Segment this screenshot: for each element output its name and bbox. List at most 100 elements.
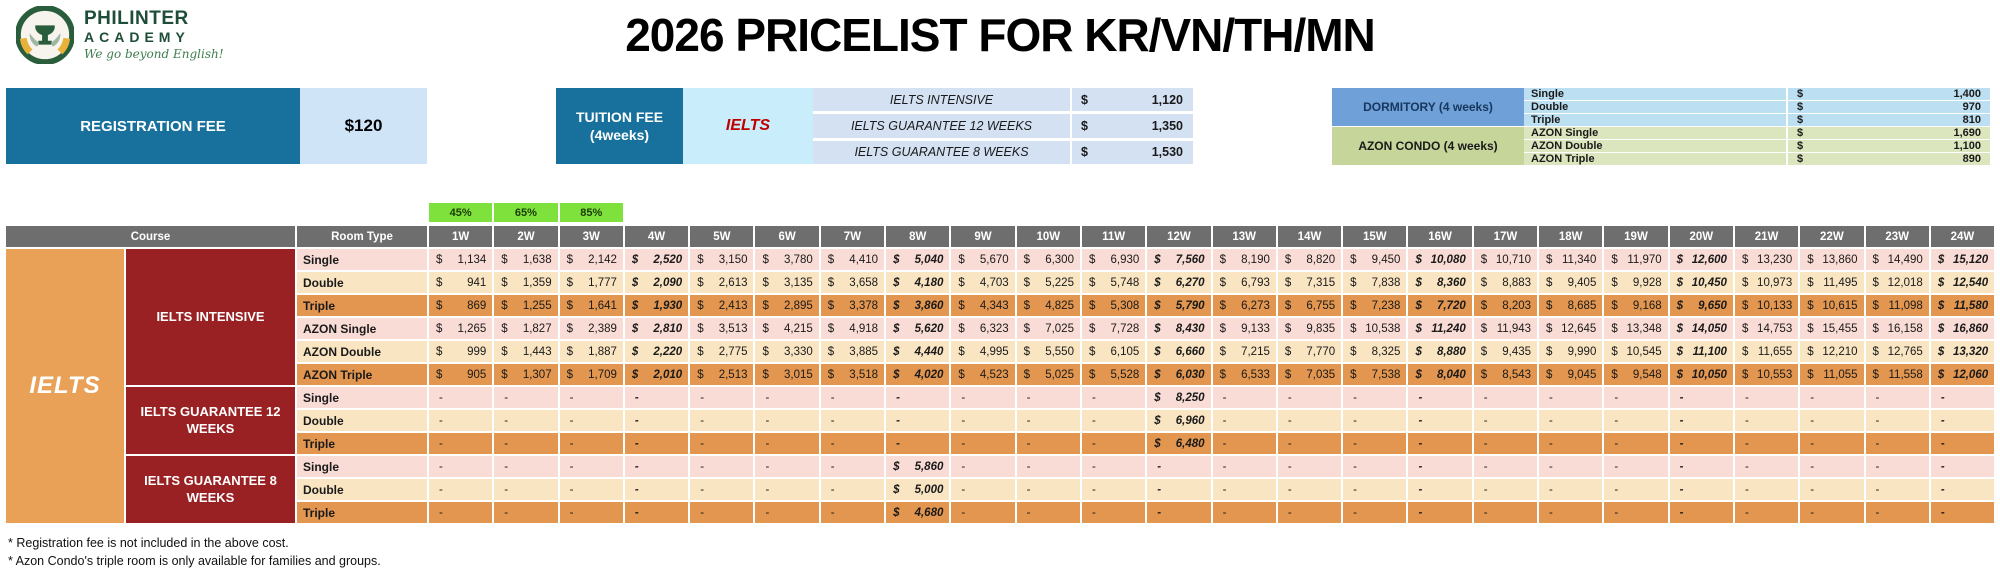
price-cell: $3,330 (755, 341, 819, 362)
price-value: 14,753 (1757, 322, 1793, 335)
price-cell: $1,641 (559, 295, 623, 316)
price-value: 6,030 (1175, 368, 1205, 381)
price-value: 8,820 (1306, 253, 1336, 266)
currency-symbol: $ (1154, 368, 1161, 381)
currency-symbol: $ (1872, 253, 1879, 266)
empty-cell: - (1539, 410, 1603, 431)
empty-cell: - (1277, 456, 1342, 477)
price-cell: $3,015 (755, 364, 819, 385)
price-value: 8,040 (1436, 368, 1466, 381)
accommodation-row: AZON Triple $890 (1524, 153, 1990, 165)
currency-symbol: $ (1741, 345, 1749, 358)
accommodation-row: AZON Double $1,100 (1524, 140, 1990, 152)
currency-symbol: $ (762, 276, 769, 289)
room-type-cell: Triple (297, 295, 427, 316)
currency-symbol: $ (762, 299, 769, 312)
tuition-amount: 1,350 (1151, 118, 1183, 133)
empty-cell: - (494, 456, 558, 477)
empty-cell: - (1800, 502, 1864, 523)
price-cell: $8,360 (1408, 272, 1472, 293)
currency-symbol: $ (1154, 345, 1161, 358)
currency-symbol: $ (1088, 276, 1096, 289)
price-value: 1,641 (588, 299, 617, 312)
price-cell: $1,134 (429, 249, 493, 270)
currency-symbol: $ (1872, 368, 1879, 381)
price-value: 6,105 (1110, 345, 1140, 358)
price-value: 4,440 (914, 345, 944, 358)
currency-symbol: $ (1611, 368, 1618, 381)
empty-cell: - (1343, 410, 1407, 431)
empty-cell: - (1473, 456, 1538, 477)
week-header: 2W (494, 226, 558, 247)
week-header: 24W (1930, 226, 1995, 247)
price-value: 5,000 (914, 483, 944, 496)
currency-symbol: $ (893, 299, 900, 312)
currency-symbol: $ (827, 299, 835, 312)
empty-cell: - (951, 479, 1015, 500)
empty-cell: - (1016, 456, 1080, 477)
empty-cell: - (690, 479, 754, 500)
currency-symbol: $ (436, 299, 443, 312)
price-cell: $6,755 (1277, 295, 1342, 316)
price-cell: $2,413 (690, 295, 754, 316)
week-header: 20W (1669, 226, 1733, 247)
currency-symbol: $ (893, 506, 900, 519)
empty-cell: - (494, 387, 558, 408)
week-header: 3W (559, 226, 623, 247)
room-type-cell: Single (297, 387, 427, 408)
empty-cell: - (1473, 410, 1538, 431)
price-value: 4,215 (784, 322, 813, 335)
price-cell: $4,995 (951, 341, 1015, 362)
currency-symbol: $ (1088, 368, 1096, 381)
currency-symbol: $ (697, 276, 704, 289)
price-cell: $9,435 (1473, 341, 1538, 362)
price-value: 7,770 (1306, 345, 1336, 358)
price-cell: $941 (429, 272, 493, 293)
price-value: 1,134 (457, 253, 487, 266)
empty-cell: - (886, 410, 950, 431)
currency-symbol: $ (1937, 253, 1945, 266)
tuition-amount: 1,120 (1151, 92, 1183, 107)
room-type-cell: Double (297, 272, 427, 293)
price-cell: $7,238 (1343, 295, 1407, 316)
price-cell: $12,060 (1930, 364, 1995, 385)
price-cell: $905 (429, 364, 493, 385)
price-value: 11,098 (1888, 299, 1923, 312)
price-value: 4,343 (979, 299, 1009, 312)
empty-cell: - (429, 410, 493, 431)
empty-cell: - (1734, 433, 1799, 454)
currency-symbol: $ (566, 345, 573, 358)
price-cell: $9,168 (1604, 295, 1668, 316)
price-cell: $14,050 (1669, 318, 1733, 339)
currency-symbol: $ (1741, 253, 1749, 266)
currency-symbol: $ (1480, 276, 1488, 289)
price-cell: $10,973 (1734, 272, 1799, 293)
accommodation-group-label: DORMITORY (4 weeks) (1332, 88, 1524, 126)
currency-symbol: $ (1937, 276, 1945, 289)
price-value: 5,550 (1045, 345, 1074, 358)
price-cell: $10,050 (1669, 364, 1733, 385)
tuition-course-name: IELTS GUARANTEE 12 WEEKS (813, 114, 1070, 138)
accommodation-room-name: Double (1524, 101, 1786, 113)
currency-symbol: $ (1546, 299, 1553, 312)
empty-cell: - (1930, 410, 1995, 431)
price-value: 11,558 (1888, 368, 1923, 381)
accommodation-room-name: Single (1524, 88, 1786, 100)
price-cell: $7,035 (1277, 364, 1342, 385)
pricing-table: Course Room Type 1W 2W 3W 4W 5W 6W 7W 8W 9W 10W 11W 1… (6, 226, 1995, 523)
currency-symbol: $ (893, 483, 900, 496)
price-value: 5,860 (914, 460, 944, 473)
price-value: 3,330 (784, 345, 813, 358)
price-value: 3,378 (849, 299, 879, 312)
price-value: 4,918 (849, 322, 879, 335)
currency-symbol: $ (1284, 368, 1292, 381)
currency-symbol: $ (566, 368, 573, 381)
accommodation-amount-cell: $1,690 (1788, 127, 1990, 139)
price-value: 5,620 (914, 322, 944, 335)
week-header: 12W (1147, 226, 1211, 247)
currency-symbol: $ (1872, 322, 1879, 335)
price-cell: $2,389 (559, 318, 623, 339)
price-cell: $5,225 (1016, 272, 1080, 293)
price-value: 2,413 (718, 299, 748, 312)
accommodation-group: AZON CONDO (4 weeks) AZON Single $1,690 AZO… (1332, 127, 1990, 166)
